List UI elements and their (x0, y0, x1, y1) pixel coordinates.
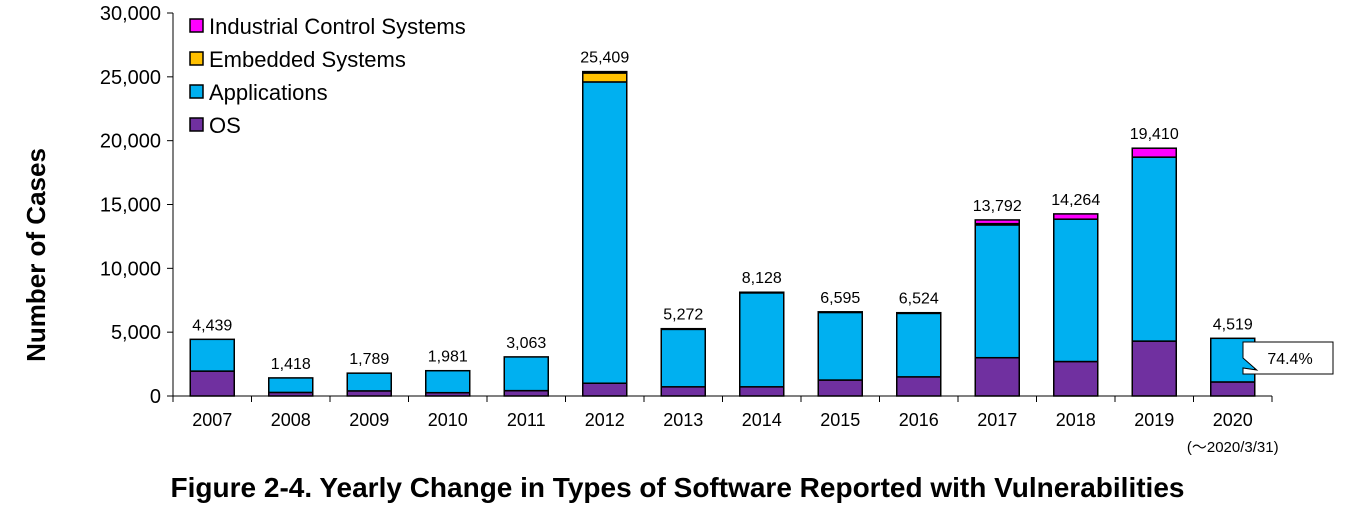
bar-segment-applications (1131, 156, 1177, 342)
x-tick-label: 2010 (428, 410, 468, 430)
bar-segment-applications (582, 81, 628, 384)
bar-segment-os (1210, 381, 1256, 397)
x-tick-label: 2017 (977, 410, 1017, 430)
bar-segment-applications (739, 292, 785, 388)
bar-segment-os (896, 376, 942, 397)
bar-segment-os (582, 382, 628, 397)
bar-segment-applications (268, 377, 314, 394)
bar-segment-industrial-control-systems (660, 327, 706, 331)
x-tick-label: 2009 (349, 410, 389, 430)
callout: 74.4% (1242, 341, 1334, 375)
legend-swatch (189, 18, 204, 33)
bar-segment-industrial-control-systems (582, 70, 628, 74)
bar-segment-os (1053, 360, 1099, 397)
y-tick-label: 0 (150, 386, 161, 408)
bar-segment-os (189, 370, 235, 397)
bar-segment-industrial-control-systems (739, 291, 785, 294)
y-axis-label: Number of Cases (21, 148, 51, 362)
y-tick-label: 30,000 (100, 3, 161, 25)
x-tick-label: 2013 (663, 410, 703, 430)
bar-segment-embedded-systems (582, 72, 628, 83)
legend: Industrial Control Systems Embedded Syste… (189, 14, 466, 138)
bar-segment-os (739, 386, 785, 397)
bar-segment-applications (189, 338, 235, 372)
y-tick-label: 5,000 (111, 322, 161, 344)
bar-total-label: 8,128 (742, 270, 782, 287)
bar-segment-applications (425, 369, 471, 394)
bar-total-label: 6,595 (820, 290, 860, 307)
bar-segment-industrial-control-systems (896, 311, 942, 315)
axes: 0 5,000 10,000 15,000 20,000 25,000 30,000 2007… (100, 3, 1279, 456)
bar-segment-applications (817, 311, 863, 381)
bar-segment-applications (503, 356, 549, 392)
bar-total-label: 4,519 (1213, 316, 1253, 333)
x-tick-label: 2018 (1056, 410, 1096, 430)
bar-total-label: 19,410 (1130, 126, 1179, 143)
figure-caption: Figure 2-4. Yearly Change in Types of So… (170, 472, 1185, 503)
bar-total-label: 1,418 (271, 356, 311, 373)
bar-segment-industrial-control-systems (974, 219, 1020, 225)
x-tick-label: 2016 (899, 410, 939, 430)
bar-total-label: 13,792 (973, 198, 1022, 215)
bar-segment-applications (660, 328, 706, 388)
bar-segment-os (817, 379, 863, 397)
chart-canvas: Number of Cases 0 5,000 10,000 15,000 20,000… (21, 3, 1334, 456)
bar-segment-applications (346, 372, 392, 392)
bar-segment-industrial-control-systems (817, 311, 863, 314)
legend-label: OS (209, 113, 241, 138)
y-tick-label: 10,000 (100, 258, 161, 280)
x-tick-label: 2007 (192, 410, 232, 430)
bar-total-label: 14,264 (1051, 192, 1100, 209)
legend-label: Industrial Control Systems (209, 14, 466, 39)
bar-segment-os (660, 386, 706, 397)
x-tick-label: 2012 (585, 410, 625, 430)
bar-total-label: 6,524 (899, 291, 939, 308)
bar-total-label: 1,981 (428, 349, 468, 366)
legend-label: Applications (209, 80, 328, 105)
y-tick-label: 15,000 (100, 195, 161, 217)
bar-segment-industrial-control-systems (1131, 147, 1177, 158)
bar-segment-os (1131, 340, 1177, 397)
bar-total-label: 5,272 (663, 307, 703, 324)
bar-segment-applications (1053, 218, 1099, 363)
bar-total-label: 1,789 (349, 351, 389, 368)
legend-swatch (189, 51, 204, 66)
bar-total-label: 4,439 (192, 317, 232, 334)
legend-swatch (189, 84, 204, 99)
bar-total-label: 25,409 (580, 50, 629, 67)
bars (189, 70, 1256, 397)
x-tick-sublabel: (～2020/3/31) (1187, 439, 1279, 456)
x-tick-label: 2020 (1213, 410, 1253, 430)
total-labels: 4,439 1,418 1,789 1,981 3,063 25,409 5,272 8,12… (192, 50, 1253, 373)
y-tick-label: 25,000 (100, 67, 161, 89)
bar-segment-os (503, 389, 549, 397)
y-tick-label: 20,000 (100, 131, 161, 153)
bar-segment-industrial-control-systems (1053, 213, 1099, 220)
x-tick-label: 2015 (820, 410, 860, 430)
bar-total-label: 3,063 (506, 335, 546, 352)
x-tick-label: 2008 (271, 410, 311, 430)
bar-segment-os (346, 390, 392, 397)
bar-segment-applications (974, 224, 1020, 359)
callout-box (1242, 341, 1334, 375)
bar-segment-os (974, 356, 1020, 397)
callout-percentage: 74.4% (1267, 351, 1312, 368)
x-tick-label: 2019 (1134, 410, 1174, 430)
bar-segment-applications (896, 312, 942, 378)
x-tick-label: 2014 (742, 410, 782, 430)
legend-label: Embedded Systems (209, 47, 406, 72)
legend-swatch (189, 117, 204, 132)
x-tick-label: 2011 (507, 410, 546, 430)
